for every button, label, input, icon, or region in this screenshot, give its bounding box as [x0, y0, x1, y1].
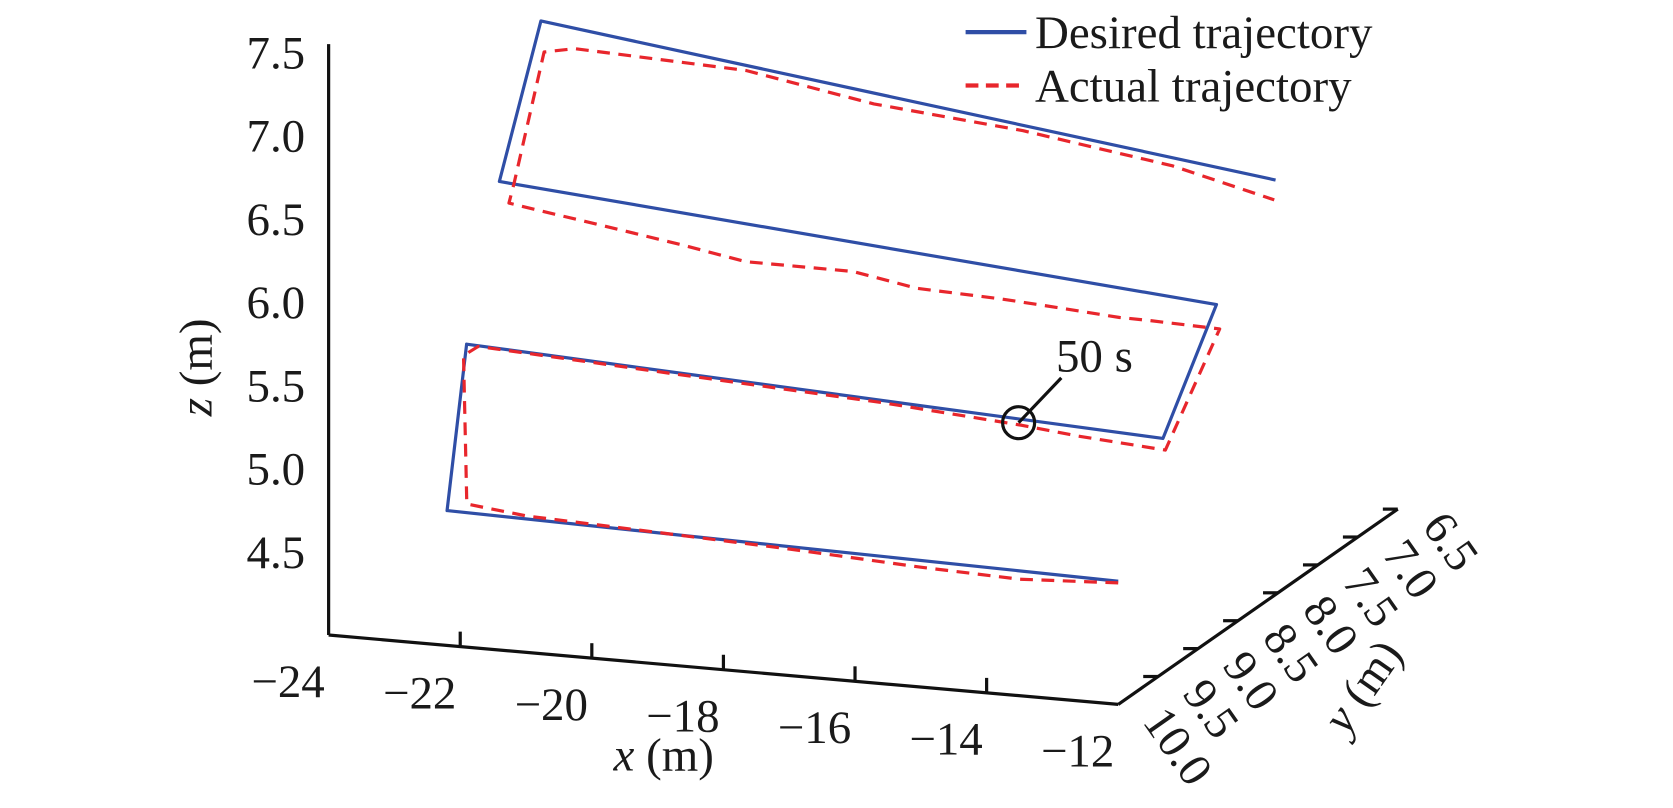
annotation-label: 50 s — [1056, 330, 1133, 382]
z-tick-label: 4.5 — [246, 527, 305, 579]
legend: Desired trajectory Actual trajectory — [965, 7, 1373, 113]
x-tick-label: −14 — [909, 714, 982, 766]
x-tick-label: −18 — [646, 691, 719, 743]
x-tick-label: −22 — [383, 667, 456, 719]
legend-label-desired: Desired trajectory — [1035, 7, 1373, 59]
x-tick-label: −16 — [778, 702, 851, 754]
series-actual-trajectory — [461, 47, 1275, 585]
x-axis-label: x (m) — [613, 730, 714, 782]
series-desired-trajectory — [445, 19, 1276, 583]
z-tick-label: 5.5 — [246, 360, 305, 412]
z-tick-label: 7.5 — [246, 27, 305, 79]
z-tick-label: 5.0 — [246, 444, 305, 496]
annotation-marker-circle — [1001, 405, 1037, 441]
annotation-50s: 50 s — [1001, 330, 1133, 441]
series-group — [445, 19, 1276, 585]
axes: −24 −22 −20 −18 −16 −14 −12 10.09.59.08.58.07.5… — [246, 27, 1488, 795]
z-tick-label: 6.5 — [246, 194, 305, 246]
y-axis-line — [1117, 507, 1399, 706]
z-tick-label: 7.0 — [246, 111, 305, 163]
annotation-leader-line — [1017, 376, 1063, 424]
x-tick-label: −24 — [251, 656, 324, 708]
x-tick-label: −20 — [515, 679, 588, 731]
z-tick-label: 6.0 — [246, 277, 305, 329]
z-axis-label: z (m) — [170, 318, 222, 417]
legend-label-actual: Actual trajectory — [1035, 61, 1352, 113]
x-tick-label: −12 — [1041, 725, 1114, 777]
